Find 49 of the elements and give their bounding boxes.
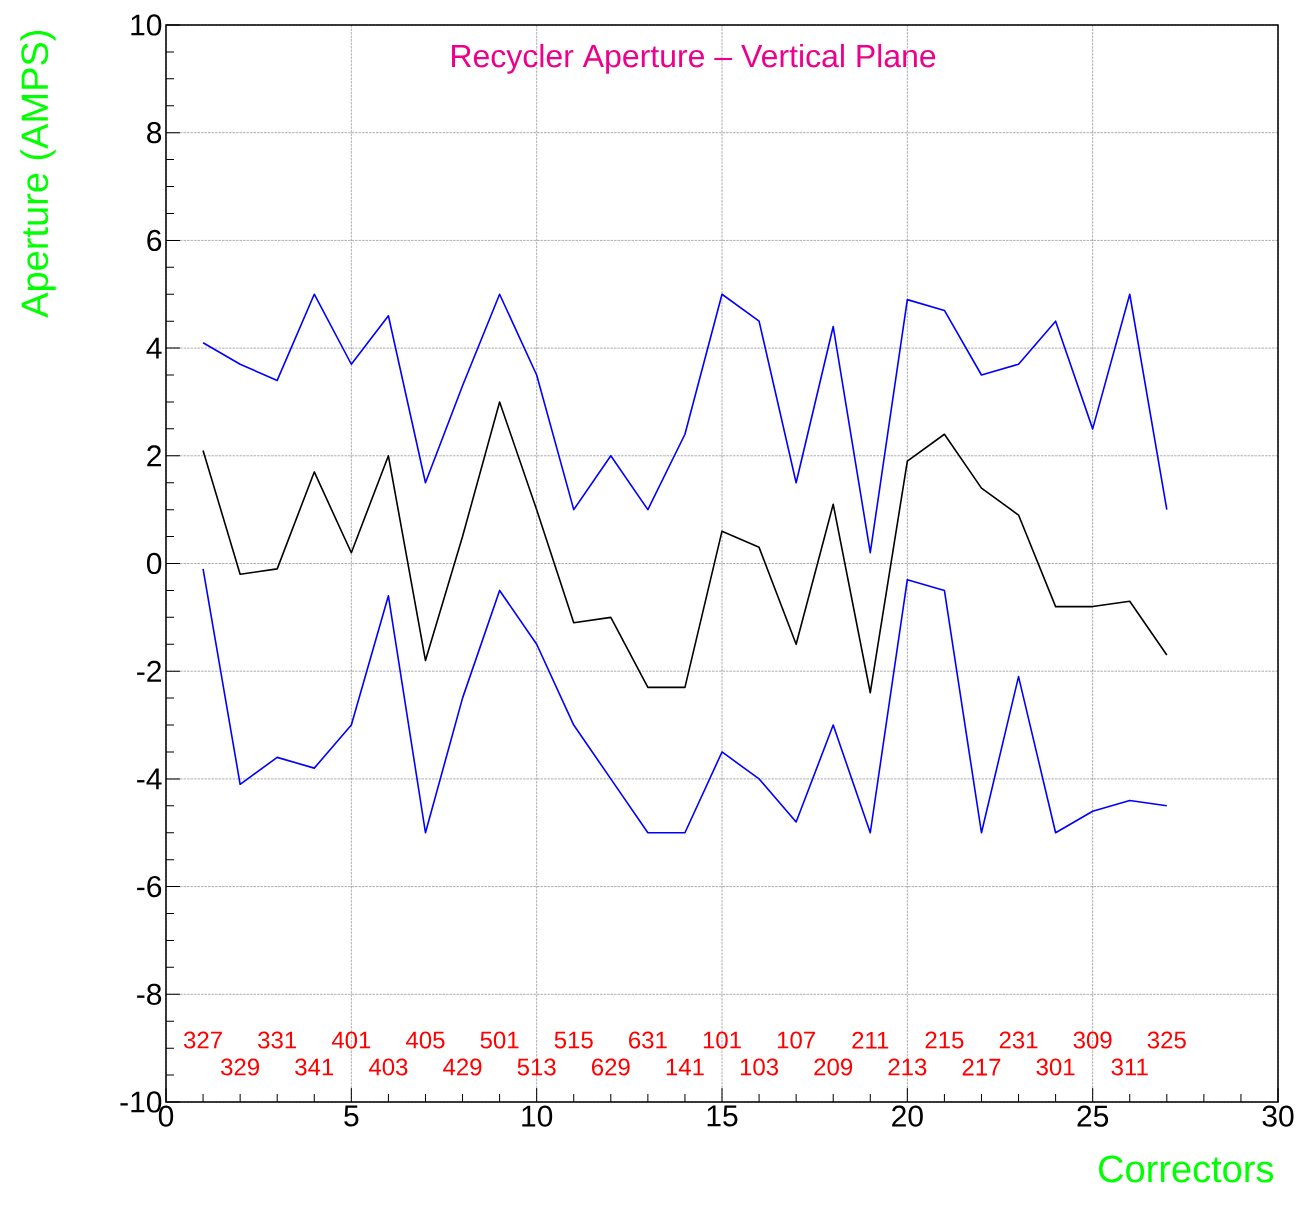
y-tick-label: 0 bbox=[146, 552, 162, 575]
y-tick-label: -6 bbox=[137, 875, 162, 898]
y-tick-label: -8 bbox=[137, 983, 162, 1005]
annotation: 211 bbox=[852, 1031, 889, 1049]
x-tick-label: 10 bbox=[522, 1105, 553, 1127]
x-tick-label: 30 bbox=[1262, 1105, 1294, 1127]
annotation: 103 bbox=[740, 1058, 779, 1076]
annotation: 311 bbox=[1111, 1058, 1148, 1076]
annotation: 403 bbox=[368, 1058, 408, 1076]
line-series bbox=[202, 568, 1168, 834]
annotation: 217 bbox=[962, 1058, 1001, 1076]
x-tick-label: 25 bbox=[1077, 1105, 1109, 1127]
x-tick-label: 20 bbox=[892, 1105, 923, 1127]
y-tick-label: 10 bbox=[131, 14, 162, 36]
annotation: 101 bbox=[703, 1031, 741, 1049]
annotation: 331 bbox=[258, 1031, 297, 1049]
y-tick-label: -2 bbox=[137, 660, 161, 682]
annotation: 231 bbox=[999, 1031, 1038, 1049]
annotation: 329 bbox=[221, 1058, 259, 1076]
y-tick-label: 4 bbox=[146, 337, 162, 359]
y-tick-label: 6 bbox=[147, 229, 162, 252]
annotation: 405 bbox=[406, 1031, 445, 1049]
annotation: 209 bbox=[814, 1058, 853, 1076]
annotation: 629 bbox=[592, 1058, 630, 1076]
line-series bbox=[202, 293, 1168, 554]
line-series bbox=[202, 401, 1168, 694]
annotation: 213 bbox=[888, 1058, 927, 1076]
annotation: 515 bbox=[554, 1031, 593, 1049]
y-tick-label: -4 bbox=[137, 768, 162, 790]
annotation: 141 bbox=[666, 1058, 704, 1076]
annotation: 341 bbox=[295, 1058, 334, 1076]
annotation: 309 bbox=[1073, 1031, 1112, 1049]
annotation: 513 bbox=[517, 1058, 556, 1076]
y-tick-label: 2 bbox=[147, 445, 161, 467]
x-tick-label: 15 bbox=[707, 1105, 738, 1127]
text: Recycler Aperture – Vertical Plane bbox=[452, 43, 936, 74]
annotation: 215 bbox=[925, 1031, 964, 1049]
x-tick-label: 5 bbox=[344, 1105, 359, 1127]
annotation: 107 bbox=[777, 1031, 815, 1049]
annotation: 401 bbox=[331, 1031, 371, 1049]
x-axis-title: Correctors bbox=[1099, 1155, 1274, 1183]
annotation: 325 bbox=[1147, 1031, 1186, 1049]
annotation: 301 bbox=[1036, 1058, 1075, 1076]
annotation: 327 bbox=[183, 1031, 222, 1049]
annotation: 429 bbox=[443, 1058, 482, 1076]
annotation: 501 bbox=[480, 1031, 519, 1049]
y-tick-label: 8 bbox=[147, 122, 162, 144]
annotation: 631 bbox=[629, 1031, 667, 1049]
y-axis-title: Aperture (AMPS) bbox=[20, 30, 56, 318]
